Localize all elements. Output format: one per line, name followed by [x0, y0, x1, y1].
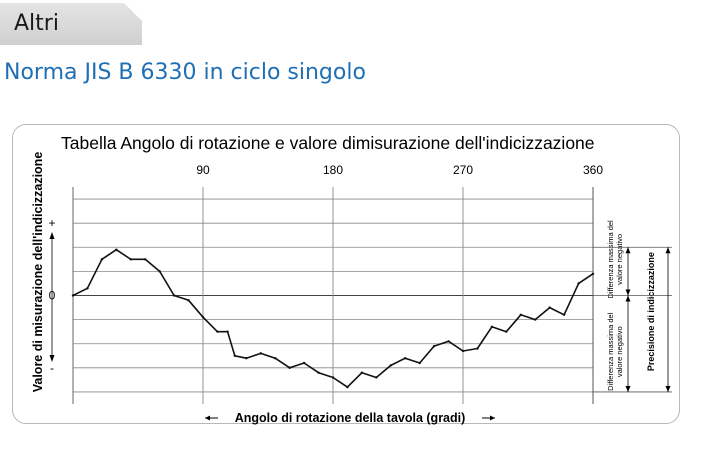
y-tick-label: + [48, 216, 55, 230]
x-arrow-left-head [205, 415, 210, 421]
annotation-arrow-head [625, 385, 631, 392]
section-tab[interactable]: Altri [0, 3, 142, 45]
x-axis-arrows [205, 415, 495, 421]
x-arrow-right-head [490, 415, 495, 421]
x-tick-label: 360 [583, 163, 603, 177]
data-point [461, 349, 465, 353]
data-point [115, 248, 118, 251]
series-line [72, 248, 594, 388]
data-point [577, 282, 580, 285]
data-point [129, 258, 132, 261]
data-point [591, 272, 595, 275]
annotation-line: Differenza massima del [606, 312, 615, 391]
annotation-arrow-head [665, 247, 671, 254]
data-point [404, 356, 407, 360]
annotation-line: Differenza massima del [606, 220, 615, 299]
data-point [505, 330, 508, 333]
annotation-arrow-head [625, 295, 631, 302]
annotation-arrow-head [625, 247, 631, 254]
y-tick-label: - [50, 361, 54, 375]
data-point [360, 371, 364, 374]
data-point [346, 385, 349, 389]
data-point [548, 306, 551, 309]
data-point [216, 330, 219, 333]
annotation-arrow-head [625, 289, 631, 296]
data-point [71, 294, 75, 297]
data-point [534, 318, 537, 321]
data-point [317, 371, 320, 374]
data-point [447, 340, 450, 343]
chart-frame [12, 124, 680, 424]
data-point [233, 354, 236, 357]
vertical-grid [72, 187, 594, 404]
annotation-upper: Differenza massima delvalore negativo [606, 220, 624, 299]
annotation-line: valore negativo [615, 326, 624, 377]
chart-title: Tabella Angolo di rotazione e valore dim… [61, 133, 595, 153]
section-title: Norma JIS B 6330 in ciclo singolo [4, 60, 366, 85]
y-arrow-up-head [49, 232, 55, 239]
y-arrow-down-head [49, 355, 55, 362]
data-point [172, 294, 176, 297]
data-point [158, 270, 161, 273]
data-point [100, 258, 104, 261]
data-point [201, 316, 205, 319]
data-point [86, 287, 89, 290]
data-point [375, 376, 378, 379]
data-point [259, 352, 262, 355]
data-point [245, 356, 248, 360]
x-tick-label: 270 [453, 163, 473, 177]
y-axis-label: Valore di misurazione dell'indicizzazion… [31, 152, 45, 393]
annotation-line: valore negativo [615, 234, 624, 285]
data-point [476, 347, 479, 350]
annotation-arrow-head [665, 385, 671, 392]
data-point [144, 258, 147, 261]
data-point [226, 330, 229, 333]
data-point [187, 299, 190, 302]
data-point [418, 361, 421, 365]
x-tick-label: 180 [323, 163, 343, 177]
x-axis-label: Angolo di rotazione della tavola (gradi) [235, 411, 466, 425]
right-annotations: Differenza massima delvalore negativo Di… [593, 220, 672, 393]
series-points [71, 248, 595, 389]
data-point [389, 364, 392, 367]
y-axis-arrows [49, 232, 55, 362]
section-tab-label: Altri [14, 11, 59, 36]
annotation-total: Precisione di indicizzazione [646, 252, 656, 371]
data-point [274, 356, 277, 360]
data-point [288, 366, 291, 370]
data-point [331, 376, 335, 379]
x-tick-label: 90 [196, 163, 210, 177]
data-point [519, 313, 522, 316]
data-point [490, 325, 494, 329]
data-point [302, 361, 306, 365]
data-point [562, 313, 566, 316]
data-point [432, 344, 436, 348]
annotation-lower: Differenza massima delvalore negativo [606, 312, 624, 391]
x-tick-labels: 90 180 270 360 [196, 163, 603, 177]
